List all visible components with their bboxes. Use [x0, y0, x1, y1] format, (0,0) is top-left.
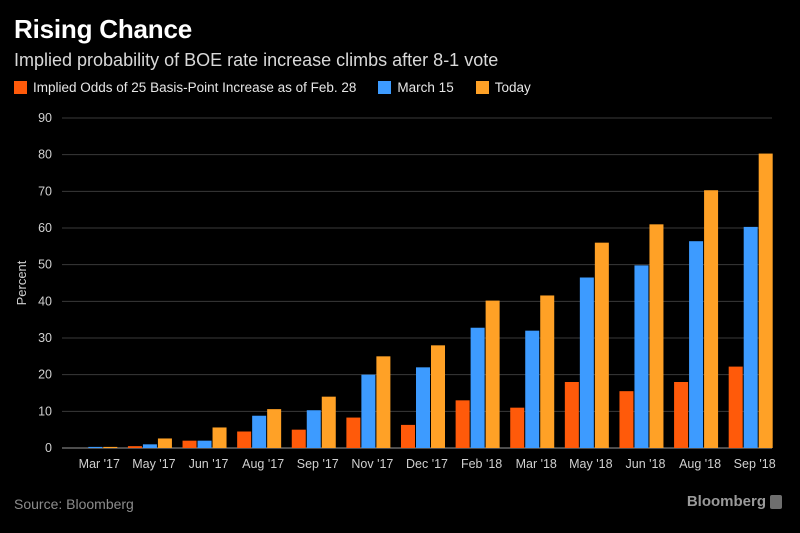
- bar: [103, 446, 118, 448]
- legend-swatch-march15: [378, 81, 392, 94]
- bar: [689, 241, 704, 448]
- bar: [470, 327, 485, 448]
- legend-label-march15: March 15: [397, 80, 454, 95]
- x-tick-label: Mar '18: [516, 457, 557, 471]
- y-tick-label: 90: [38, 111, 52, 125]
- legend: Implied Odds of 25 Basis-Point Increase …: [14, 80, 553, 95]
- y-tick-label: 70: [38, 184, 52, 198]
- bar: [431, 345, 445, 448]
- bar: [649, 224, 664, 448]
- x-tick-label: May '17: [132, 457, 175, 471]
- legend-item-march15: March 15: [378, 80, 454, 95]
- x-tick-label: Dec '17: [406, 457, 448, 471]
- y-tick-label: 0: [45, 441, 52, 455]
- legend-swatch-feb28: [14, 81, 27, 94]
- x-tick-label: Jun '17: [189, 457, 229, 471]
- bar: [197, 440, 212, 448]
- x-tick-label: Feb '18: [461, 457, 502, 471]
- y-tick-label: 40: [38, 294, 52, 308]
- bar: [579, 277, 594, 448]
- y-tick-label: 30: [38, 331, 52, 345]
- bar: [455, 400, 470, 448]
- bar: [401, 424, 415, 448]
- legend-label-today: Today: [494, 80, 531, 95]
- y-tick-label: 20: [38, 368, 52, 382]
- y-tick-label: 60: [38, 221, 52, 235]
- y-tick-label: 50: [38, 258, 52, 272]
- brand-name: Bloomberg: [686, 493, 766, 510]
- x-tick-label: Aug '17: [242, 457, 284, 471]
- y-tick-label: 10: [38, 404, 52, 418]
- x-tick-label: Sep '17: [297, 457, 339, 471]
- bar: [704, 190, 719, 448]
- bar: [376, 356, 391, 448]
- bar: [416, 367, 430, 448]
- bar: [237, 431, 252, 448]
- legend-item-feb28: Implied Odds of 25 Basis-Point Increase …: [14, 80, 356, 95]
- bar: [182, 440, 197, 448]
- bar: [564, 382, 579, 448]
- brand-logo: Bloomberg: [687, 493, 782, 510]
- legend-swatch-today: [475, 81, 489, 94]
- legend-item-today: Today: [475, 80, 531, 95]
- bar: [142, 444, 157, 448]
- chart-title: Rising Chance: [14, 14, 192, 44]
- bar: [361, 374, 376, 448]
- chart-subtitle: Implied probability of BOE rate increase…: [14, 50, 499, 70]
- bar: [634, 265, 649, 448]
- x-tick-label: May '18: [569, 457, 612, 471]
- bar: [157, 438, 172, 448]
- bar: [743, 226, 758, 448]
- bar: [267, 409, 282, 448]
- bar: [728, 366, 743, 448]
- bar: [321, 396, 336, 448]
- bar: [619, 391, 634, 448]
- bar: [485, 300, 500, 448]
- bar: [212, 427, 227, 448]
- bar: [127, 446, 142, 448]
- bar: [346, 417, 361, 448]
- x-tick-label: Nov '17: [351, 457, 393, 471]
- bar: [252, 415, 267, 448]
- bar: [594, 242, 609, 448]
- brand-mark-icon: [770, 494, 782, 509]
- bar: [674, 382, 689, 448]
- x-tick-label: Mar '17: [79, 457, 120, 471]
- source-note: Source: Bloomberg: [14, 496, 134, 512]
- bar: [88, 446, 103, 448]
- x-tick-label: Sep '18: [734, 457, 776, 471]
- legend-label-feb28: Implied Odds of 25 Basis-Point Increase …: [33, 80, 357, 95]
- bar: [510, 407, 525, 448]
- x-tick-label: Aug '18: [679, 457, 721, 471]
- bar: [306, 410, 321, 448]
- bar: [758, 153, 773, 449]
- bar: [540, 295, 555, 448]
- y-tick-label: 80: [38, 148, 52, 162]
- y-axis-label: Percent: [14, 260, 29, 305]
- bar: [525, 330, 540, 448]
- bar: [291, 429, 306, 448]
- x-tick-label: Jun '18: [626, 457, 666, 471]
